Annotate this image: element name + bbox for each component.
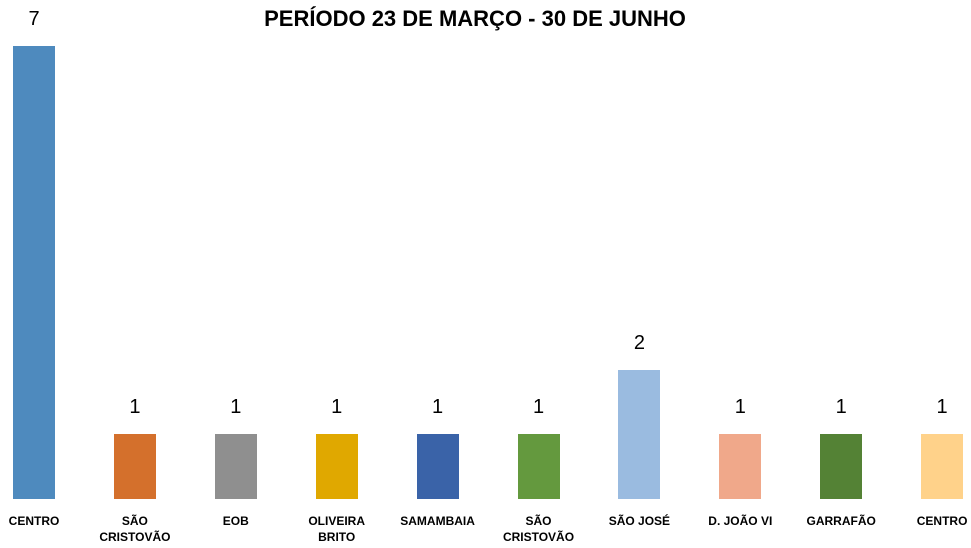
x-tick-label: OLIVEIRA BRITO (308, 514, 366, 544)
x-tick-label: CENTRO (916, 514, 968, 528)
bar (820, 434, 863, 499)
bar (214, 434, 257, 499)
bar (13, 46, 55, 499)
bar (113, 434, 156, 499)
chart-title: PERÍODO 23 DE MARÇO - 30 DE JUNHO (264, 6, 686, 31)
data-label: 1 (129, 396, 141, 419)
data-label: 7 (28, 8, 40, 30)
bar (517, 434, 560, 499)
bar (315, 434, 358, 499)
data-label: 2 (633, 331, 645, 354)
data-label: 1 (432, 396, 444, 419)
x-tick-label: D. JOÃO VI (708, 514, 773, 528)
bar (921, 434, 964, 499)
x-tick-label: SÃO JOSÉ (608, 514, 671, 528)
x-tick-label: CENTRO (8, 514, 60, 528)
data-label: 1 (936, 396, 948, 419)
bar (416, 434, 459, 499)
x-tick-label: SÃO CRISTOVÃO (502, 514, 575, 544)
x-tick-label: SAMAMBAIA (400, 514, 475, 528)
x-tick-label: EOB (222, 514, 249, 528)
x-tick-label: GARRAFÃO (806, 514, 876, 528)
bar (618, 369, 661, 499)
data-label: 1 (835, 396, 847, 419)
data-label: 1 (230, 396, 242, 419)
data-label: 1 (734, 396, 746, 419)
bar (719, 434, 762, 499)
x-tick-label: SÃO CRISTOVÃO (99, 514, 171, 544)
data-label: 1 (532, 396, 545, 419)
data-label: 1 (331, 396, 343, 419)
